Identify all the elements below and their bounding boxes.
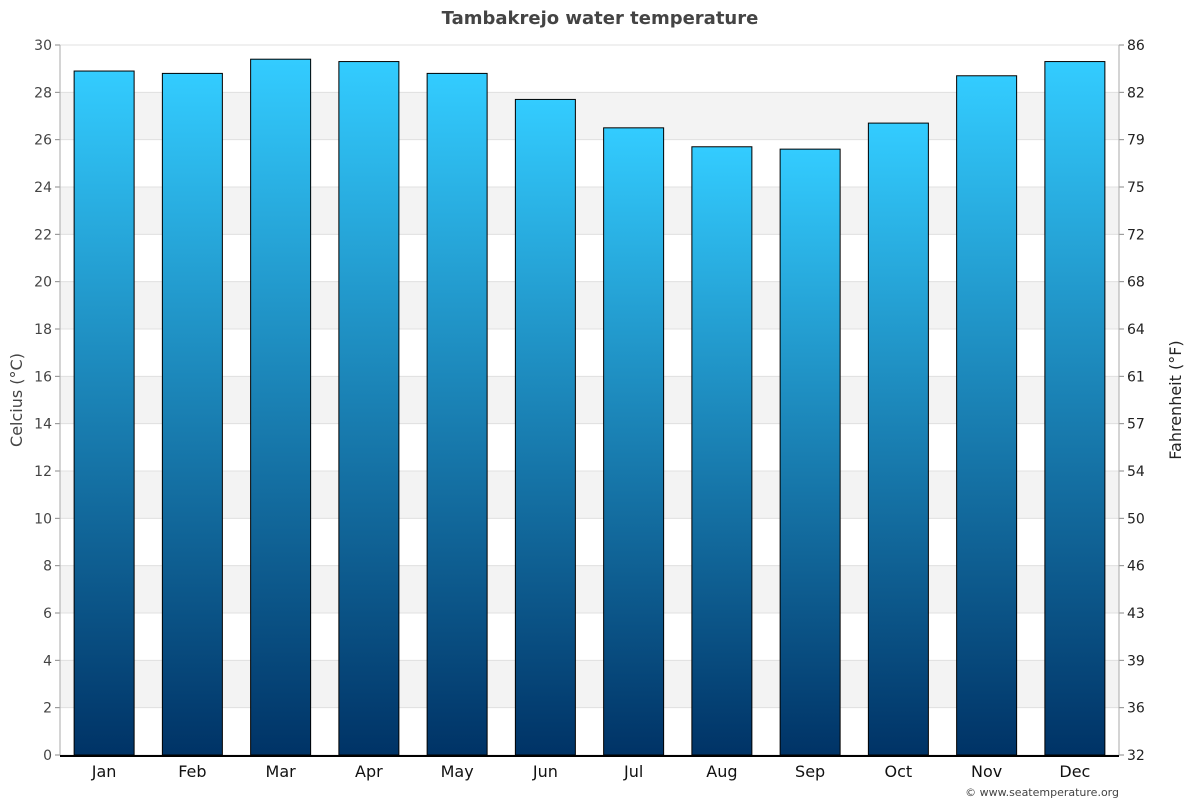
y-tick-label: 4 (43, 653, 52, 669)
y-right-tick-label: 36 (1127, 701, 1145, 717)
y-tick-label: 16 (34, 369, 52, 385)
y-tick-label: 30 (34, 38, 52, 54)
y-right-tick-label: 54 (1127, 464, 1145, 480)
y-right-tick-label: 75 (1127, 180, 1145, 196)
x-tick-label: Aug (706, 762, 737, 781)
bar (956, 75, 1018, 756)
x-tick-label: Mar (266, 762, 297, 781)
grid-band (60, 92, 1119, 140)
x-tick-label: Jan (91, 762, 117, 781)
y-right-tick-label: 72 (1127, 227, 1145, 243)
y-tick-label: 8 (43, 559, 52, 575)
x-tick-label: Feb (178, 762, 206, 781)
y-right-tick-label: 61 (1127, 369, 1145, 385)
y-tick-label: 0 (43, 748, 52, 764)
y-right-tick-label: 68 (1127, 275, 1145, 291)
y-right-tick-label: 39 (1127, 653, 1145, 669)
grid-band (60, 660, 1119, 708)
y-tick-label: 12 (34, 464, 52, 480)
y-tick-label: 2 (43, 701, 52, 717)
grid-band (60, 471, 1119, 519)
y-tick-label: 18 (34, 322, 52, 338)
bar (1044, 61, 1106, 756)
y-tick-label: 24 (34, 180, 52, 196)
y-tick-label: 20 (34, 275, 52, 291)
bar (779, 148, 841, 756)
grid-band (60, 565, 1119, 613)
bar (514, 98, 576, 756)
y-right-tick-label: 50 (1127, 511, 1145, 527)
grid-band (60, 281, 1119, 329)
y-right-tick-label: 86 (1127, 38, 1145, 54)
x-tick-label: Jun (532, 762, 558, 781)
chart-title: Tambakrejo water temperature (442, 8, 759, 29)
y-right-tick-label: 32 (1127, 748, 1145, 764)
grid-band (60, 376, 1119, 424)
y-axis-label: Celcius (°C) (7, 353, 26, 447)
y-right-tick-label: 46 (1127, 559, 1145, 575)
bar (426, 72, 488, 756)
y-tick-label: 22 (34, 227, 52, 243)
y-right-tick-label: 64 (1127, 322, 1145, 338)
y-axis-right-label: Fahrenheit (°F) (1166, 340, 1185, 459)
bar (73, 70, 135, 756)
y-right-tick-label: 79 (1127, 133, 1145, 149)
x-tick-label: Dec (1059, 762, 1090, 781)
x-tick-label: Oct (885, 762, 913, 781)
bar (867, 122, 929, 756)
x-tick-label: Nov (971, 762, 1002, 781)
y-tick-label: 10 (34, 511, 52, 527)
bar (691, 146, 753, 756)
bar (338, 61, 400, 756)
grid-band (60, 187, 1119, 235)
y-tick-label: 14 (34, 417, 52, 433)
y-tick-label: 28 (34, 85, 52, 101)
y-right-tick-label: 57 (1127, 417, 1145, 433)
x-tick-label: May (441, 762, 474, 781)
bar (603, 127, 665, 756)
y-right-tick-label: 82 (1127, 85, 1145, 101)
y-right-tick-label: 43 (1127, 606, 1145, 622)
x-tick-label: Apr (355, 762, 383, 781)
bar (161, 72, 223, 756)
credit: © www.seatemperature.org (965, 786, 1119, 799)
x-tick-label: Sep (795, 762, 825, 781)
y-tick-label: 26 (34, 133, 52, 149)
y-tick-label: 6 (43, 606, 52, 622)
x-tick-label: Jul (623, 762, 643, 781)
bar (250, 58, 312, 756)
